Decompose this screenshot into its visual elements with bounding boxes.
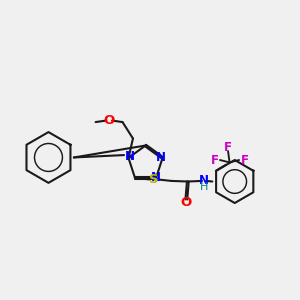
Text: N: N xyxy=(125,150,135,163)
Text: F: F xyxy=(211,154,219,166)
Text: O: O xyxy=(181,196,192,209)
Text: H: H xyxy=(200,182,208,192)
Text: O: O xyxy=(103,114,115,127)
Text: F: F xyxy=(224,141,232,154)
Text: N: N xyxy=(199,174,209,187)
Text: S: S xyxy=(149,173,158,186)
Text: F: F xyxy=(241,154,248,166)
Text: N: N xyxy=(156,152,166,164)
Text: N: N xyxy=(151,171,161,184)
